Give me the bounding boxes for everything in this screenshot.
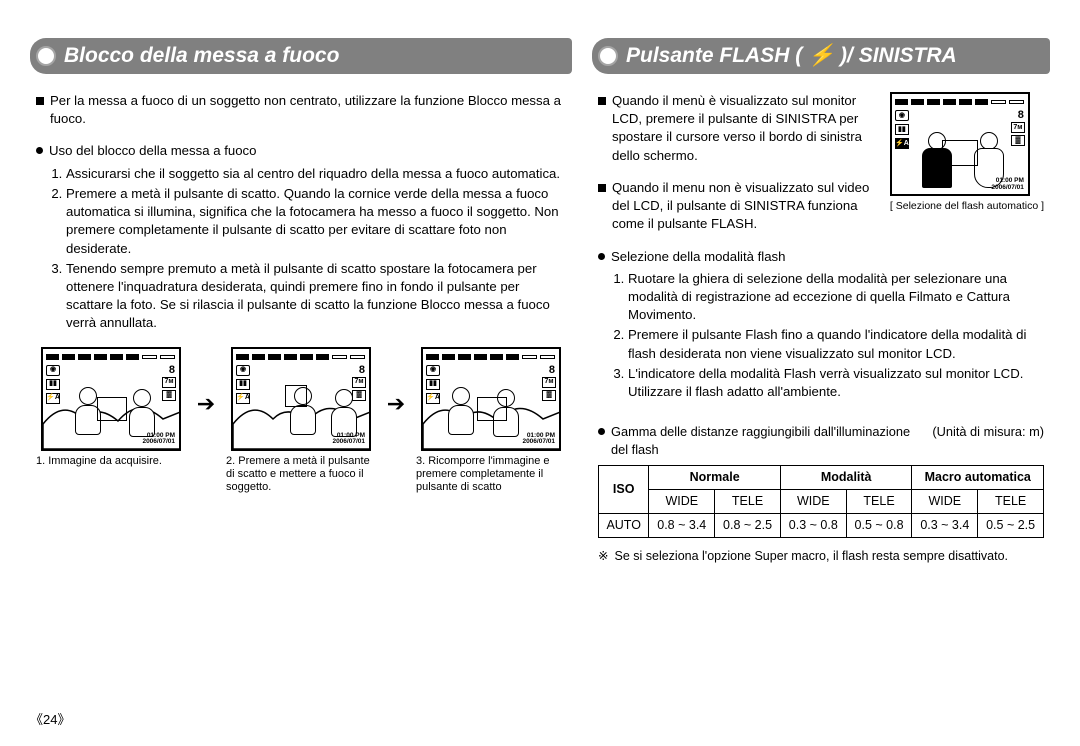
lcd-block-2: ◉▮▮⚡A 8 7м▓ 01:00 PM2006/07/01 2. Premer… (226, 347, 376, 495)
lcd-block-1: ◉ ▮▮ ⚡A 8 7м ▓ (36, 347, 186, 468)
heading-dot-icon (598, 46, 618, 66)
left-title: Blocco della messa a fuoco (64, 44, 339, 68)
square-bullet-icon (598, 184, 606, 192)
gamma-row: Gamma delle distanze raggiungibili dall'… (598, 423, 1044, 458)
right-subhead-text: Selezione della modalità flash (611, 248, 785, 266)
table-row: WIDE TELE WIDE TELE WIDE TELE (599, 489, 1044, 513)
lcd-caption-2: 2. Premere a metà il pulsante di scatto … (226, 455, 376, 495)
left-step-3: Tenendo sempre premuto a metà il pulsant… (66, 260, 566, 333)
left-steps: Assicurarsi che il soggetto sia al centr… (36, 165, 566, 333)
td-val: 0.8 ~ 3.4 (649, 514, 715, 538)
flash-range-table: ISO Normale Modalità Macro automatica WI… (598, 465, 1044, 539)
left-heading: Blocco della messa a fuoco (30, 38, 572, 74)
left-step-1: Assicurarsi che il soggetto sia al centr… (66, 165, 566, 183)
lcd-timestamp: 01:00 PM 2006/07/01 (142, 433, 175, 446)
right-para-2: Quando il menu non è visualizzato sul vi… (612, 179, 882, 234)
lcd-row: ◉ ▮▮ ⚡A 8 7м ▓ (36, 347, 566, 495)
td-auto: AUTO (599, 514, 649, 538)
right-content: Quando il menù è visualizzato sul monito… (592, 92, 1050, 566)
page-number: 《24》 (30, 709, 70, 728)
note-text: Se si seleziona l'opzione Super macro, i… (614, 548, 1008, 565)
th-sub: WIDE (912, 489, 978, 513)
right-title: Pulsante FLASH ( ⚡ )/ SINISTRA (626, 44, 957, 68)
th-iso: ISO (599, 465, 649, 514)
flash-icon: ⚡ (808, 44, 834, 68)
left-content: Per la messa a fuoco di un soggetto non … (30, 92, 572, 494)
flash-note: ※ Se si seleziona l'opzione Super macro,… (598, 548, 1044, 565)
lcd-date: 2006/07/01 (142, 439, 175, 446)
page-layout: Blocco della messa a fuoco Per la messa … (30, 38, 1050, 566)
right-step-1: Ruotare la ghiera di selezione della mod… (628, 270, 1044, 325)
td-val: 0.5 ~ 2.5 (978, 514, 1044, 538)
square-bullet-icon (36, 97, 44, 105)
th-sub: TELE (978, 489, 1044, 513)
right-subhead: Selezione della modalità flash (598, 248, 1044, 266)
lcd-caption-1: 1. Immagine da acquisire. (36, 455, 186, 468)
gamma-label: Gamma delle distanze raggiungibili dall'… (611, 423, 926, 458)
focus-box-icon (97, 397, 127, 421)
th-modalita: Modalità (780, 465, 912, 489)
right-top-row: Quando il menù è visualizzato sul monito… (598, 92, 1044, 248)
th-sub: TELE (846, 489, 912, 513)
th-sub: WIDE (780, 489, 846, 513)
table-row: ISO Normale Modalità Macro automatica (599, 465, 1044, 489)
th-macro: Macro automatica (912, 465, 1044, 489)
table-row: AUTO 0.8 ~ 3.4 0.8 ~ 2.5 0.3 ~ 0.8 0.5 ~… (599, 514, 1044, 538)
lcd-topbar (46, 352, 176, 362)
lcd-screen-1: ◉ ▮▮ ⚡A 8 7м ▓ (41, 347, 181, 451)
dot-bullet-icon (598, 428, 605, 435)
left-intro-text: Per la messa a fuoco di un soggetto non … (50, 92, 566, 128)
left-subhead: Uso del blocco della messa a fuoco (36, 142, 566, 160)
td-val: 0.3 ~ 3.4 (912, 514, 978, 538)
right-step-2: Premere il pulsante Flash fino a quando … (628, 326, 1044, 362)
square-bullet-icon (598, 97, 606, 105)
th-sub: TELE (715, 489, 781, 513)
right-para-1: Quando il menù è visualizzato sul monito… (612, 92, 882, 165)
lcd-screen-2: ◉▮▮⚡A 8 7м▓ 01:00 PM2006/07/01 (231, 347, 371, 451)
dot-bullet-icon (36, 147, 43, 154)
gamma-unit: (Unità di misura: m) (932, 423, 1044, 458)
lcd-block-3: ◉▮▮⚡A 8 7м▓ 01:00 PM2006/07/01 3. Ricomp… (416, 347, 566, 495)
td-val: 0.5 ~ 0.8 (846, 514, 912, 538)
heading-dot-icon (36, 46, 56, 66)
left-step-2: Premere a metà il pulsante di scatto. Qu… (66, 185, 566, 258)
lcd-caption-3: 3. Ricomporre l'immagine e premere compl… (416, 455, 566, 495)
right-lcd-caption: [ Selezione del flash automatico ] (890, 200, 1044, 213)
focus-box-icon (285, 385, 307, 407)
right-title-post: )/ SINISTRA (840, 44, 957, 67)
left-subhead-text: Uso del blocco della messa a fuoco (49, 142, 256, 160)
right-lcd-wrap: ◉▮▮⚡A 8 7м▓ 01:00 PM2006/07/01 [ Selezio… (890, 92, 1044, 248)
arrow-icon: ➔ (382, 347, 410, 419)
th-normale: Normale (649, 465, 781, 489)
right-step-3: L'indicatore della modalità Flash verrà … (628, 365, 1044, 401)
right-steps: Ruotare la ghiera di selezione della mod… (598, 270, 1044, 402)
right-heading: Pulsante FLASH ( ⚡ )/ SINISTRA (592, 38, 1050, 74)
left-column: Blocco della messa a fuoco Per la messa … (30, 38, 572, 566)
td-val: 0.3 ~ 0.8 (780, 514, 846, 538)
td-val: 0.8 ~ 2.5 (715, 514, 781, 538)
right-title-pre: Pulsante FLASH ( (626, 44, 802, 67)
left-intro: Per la messa a fuoco di un soggetto non … (36, 92, 566, 128)
right-column: Pulsante FLASH ( ⚡ )/ SINISTRA Quando il… (592, 38, 1050, 566)
lcd-screen-3: ◉▮▮⚡A 8 7м▓ 01:00 PM2006/07/01 (421, 347, 561, 451)
arrow-icon: ➔ (192, 347, 220, 419)
th-sub: WIDE (649, 489, 715, 513)
note-symbol-icon: ※ (598, 548, 608, 565)
lcd-screen-flash: ◉▮▮⚡A 8 7м▓ 01:00 PM2006/07/01 (890, 92, 1030, 196)
dot-bullet-icon (598, 253, 605, 260)
right-intro-text: Quando il menù è visualizzato sul monito… (598, 92, 882, 248)
